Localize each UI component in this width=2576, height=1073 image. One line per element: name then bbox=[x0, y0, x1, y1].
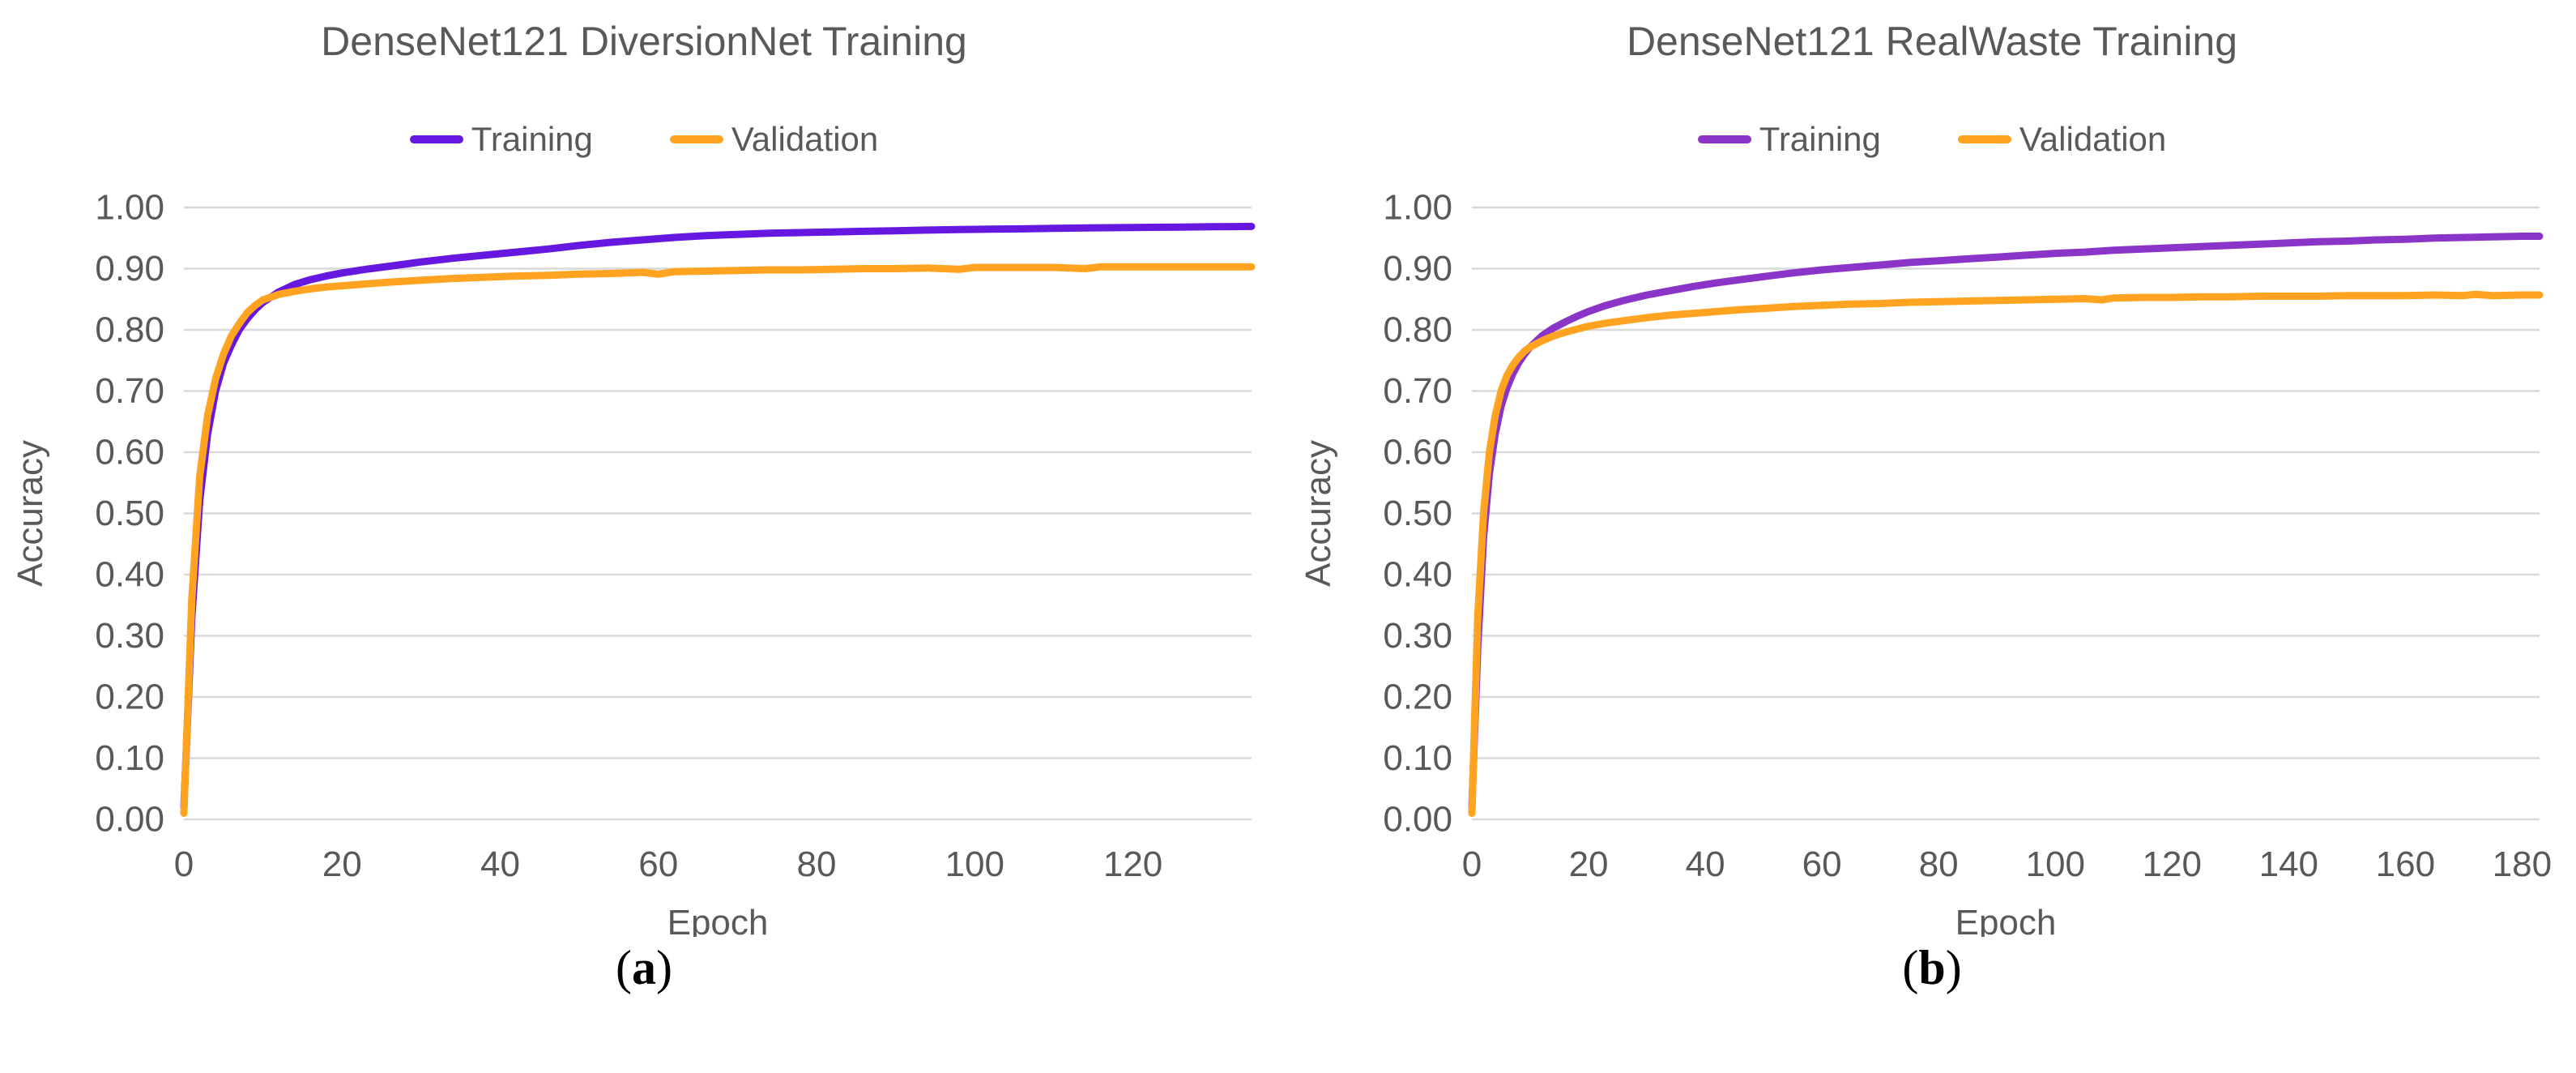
y-tick-label: 0.00 bbox=[1383, 800, 1452, 840]
y-tick-label: 0.50 bbox=[1383, 494, 1452, 533]
x-tick-label: 40 bbox=[1686, 844, 1725, 884]
y-tick-label: 0.40 bbox=[95, 555, 164, 595]
training-line-swatch bbox=[1697, 135, 1751, 143]
x-tick-label: 0 bbox=[1462, 844, 1482, 884]
legend-item-training: Training bbox=[1697, 120, 1881, 159]
chart-title: DenseNet121 RealWaste Training bbox=[1626, 19, 2238, 64]
x-tick-label: 20 bbox=[322, 844, 362, 884]
caption-open-paren: ( bbox=[616, 941, 632, 994]
y-tick-label: 0.90 bbox=[95, 249, 164, 289]
x-tick-label: 20 bbox=[1569, 844, 1609, 884]
caption-letter: b bbox=[1918, 941, 1946, 994]
x-tick-label: 60 bbox=[1802, 844, 1842, 884]
chart-title: DenseNet121 DiversionNet Training bbox=[321, 19, 967, 64]
y-tick-label: 0.20 bbox=[1383, 678, 1452, 717]
x-tick-label: 140 bbox=[2259, 844, 2318, 884]
subfigure-caption-a: (a) bbox=[0, 940, 1288, 996]
accuracy-chart-diversionnet: 0.00 0.10 0.20 0.30 0.40 0.50 0.60 0.70 0.80 0.90… bbox=[11, 188, 1256, 937]
training-line-swatch bbox=[409, 135, 463, 143]
y-tick-label: 0.30 bbox=[1383, 616, 1452, 656]
y-tick-label: 0.70 bbox=[1383, 371, 1452, 411]
y-tick-label: 0.40 bbox=[1383, 555, 1452, 595]
y-tick-label: 0.20 bbox=[95, 678, 164, 717]
x-tick-label: 0 bbox=[174, 844, 194, 884]
y-axis-title: Accuracy bbox=[1299, 440, 1338, 587]
validation-line-swatch bbox=[669, 135, 723, 143]
accuracy-chart-realwaste: 0.00 0.10 0.20 0.30 0.40 0.50 0.60 0.70 0.80 0.90… bbox=[1299, 188, 2552, 938]
caption-letter: a bbox=[632, 941, 656, 994]
legend-item-validation: Validation bbox=[1957, 120, 2167, 159]
x-tick-label: 160 bbox=[2376, 844, 2435, 884]
y-tick-label: 1.00 bbox=[1383, 188, 1452, 228]
chart-panel-diversionnet: DenseNet121 DiversionNet Training Traini… bbox=[0, 19, 1288, 996]
x-tick-label: 120 bbox=[2143, 844, 2202, 884]
y-tick-label: 0.80 bbox=[95, 310, 164, 350]
validation-line bbox=[1468, 290, 2544, 817]
y-axis-title: Accuracy bbox=[11, 440, 50, 587]
caption-open-paren: ( bbox=[1902, 941, 1919, 994]
x-tick-label: 80 bbox=[797, 844, 837, 884]
x-axis-title: Epoch bbox=[1955, 903, 2057, 937]
x-tick-label: 100 bbox=[2026, 844, 2085, 884]
legend-label-validation: Validation bbox=[731, 120, 879, 158]
subfigure-caption-b: (b) bbox=[1288, 940, 2576, 996]
validation-line bbox=[180, 263, 1256, 817]
y-tick-label: 0.60 bbox=[95, 433, 164, 472]
y-tick-label: 1.00 bbox=[95, 188, 164, 228]
x-tick-label: 80 bbox=[1919, 844, 1959, 884]
x-tick-label: 120 bbox=[1103, 844, 1162, 884]
chart-panel-realwaste: DenseNet121 RealWaste Training Training … bbox=[1288, 0, 2576, 1073]
y-tick-label: 0.50 bbox=[95, 494, 164, 533]
y-tick-label: 0.90 bbox=[1383, 249, 1452, 289]
y-tick-label: 0.60 bbox=[1383, 433, 1452, 472]
x-tick-label: 60 bbox=[638, 844, 678, 884]
x-tick-label: 180 bbox=[2493, 844, 2552, 884]
legend-item-validation: Validation bbox=[669, 120, 879, 159]
training-line bbox=[180, 222, 1256, 811]
validation-line-swatch bbox=[1957, 135, 2011, 143]
y-tick-label: 0.80 bbox=[1383, 310, 1452, 350]
caption-close-paren: ) bbox=[656, 941, 672, 994]
chart-legend: Training Validation bbox=[1288, 120, 2576, 159]
x-tick-label: 100 bbox=[945, 844, 1004, 884]
y-tick-label: 0.70 bbox=[95, 371, 164, 411]
y-tick-label: 0.10 bbox=[95, 738, 164, 778]
legend-label-training: Training bbox=[1759, 120, 1881, 158]
y-tick-label: 0.00 bbox=[95, 800, 164, 840]
x-axis-title: Epoch bbox=[667, 903, 769, 937]
x-tick-label: 40 bbox=[480, 844, 520, 884]
legend-label-training: Training bbox=[471, 120, 593, 158]
y-tick-label: 0.10 bbox=[1383, 738, 1452, 778]
caption-close-paren: ) bbox=[1945, 941, 1962, 994]
chart-legend: Training Validation bbox=[0, 120, 1288, 159]
legend-item-training: Training bbox=[409, 120, 593, 159]
legend-label-validation: Validation bbox=[2019, 120, 2167, 158]
y-tick-label: 0.30 bbox=[95, 616, 164, 656]
